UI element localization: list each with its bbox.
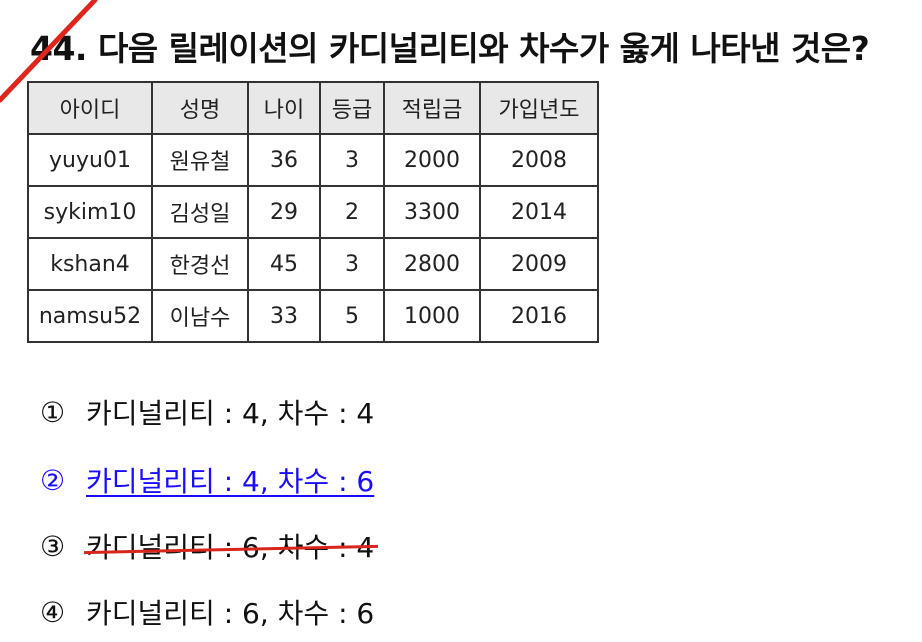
- cell-id: yuyu01: [27, 133, 153, 187]
- header-id: 아이디: [27, 81, 153, 135]
- cell-name: 김성일: [151, 185, 249, 239]
- cell-points: 2800: [383, 237, 481, 291]
- header-grade: 등급: [319, 81, 385, 135]
- cell-join-year: 2008: [479, 133, 599, 187]
- cell-join-year: 2009: [479, 237, 599, 291]
- option-text: 카디널리티 : 4, 차수 : 4: [86, 397, 375, 430]
- question-title: 44. 다음 릴레이션의 카디널리티와 차수가 옳게 나타낸 것은?: [30, 29, 870, 68]
- answer-option-1[interactable]: ① 카디널리티 : 4, 차수 : 4: [40, 392, 374, 432]
- cell-age: 36: [247, 133, 321, 187]
- cell-name: 원유철: [151, 133, 249, 187]
- cell-grade: 3: [319, 133, 385, 187]
- cell-name: 한경선: [151, 237, 249, 291]
- option-text: 카디널리티 : 4, 차수 : 6: [86, 465, 375, 498]
- header-join-year: 가입년도: [479, 81, 599, 135]
- header-points: 적립금: [383, 81, 481, 135]
- table-row: kshan4 한경선 45 3 2800 2009: [27, 237, 599, 291]
- option-text: 카디널리티 : 6, 차수 : 4: [86, 526, 374, 566]
- table-row: sykim10 김성일 29 2 3300 2014: [27, 185, 599, 239]
- header-name: 성명: [151, 81, 249, 135]
- cell-points: 3300: [383, 185, 481, 239]
- cell-age: 33: [247, 289, 321, 343]
- option-number: ③: [40, 529, 66, 563]
- option-number: ②: [40, 463, 66, 497]
- option-number: ①: [40, 395, 66, 429]
- cell-grade: 2: [319, 185, 385, 239]
- cell-points: 2000: [383, 133, 481, 187]
- option-number: ④: [40, 595, 66, 629]
- cell-join-year: 2016: [479, 289, 599, 343]
- option-text: 카디널리티 : 6, 차수 : 6: [86, 597, 375, 630]
- table-header-row: 아이디 성명 나이 등급 적립금 가입년도: [27, 81, 599, 135]
- cell-points: 1000: [383, 289, 481, 343]
- table-row: yuyu01 원유철 36 3 2000 2008: [27, 133, 599, 187]
- cell-age: 29: [247, 185, 321, 239]
- cell-name: 이남수: [151, 289, 249, 343]
- relation-table: 아이디 성명 나이 등급 적립금 가입년도 yuyu01 원유철 36 3 20…: [27, 81, 599, 343]
- cell-grade: 3: [319, 237, 385, 291]
- cell-id: namsu52: [27, 289, 153, 343]
- answer-option-4[interactable]: ④ 카디널리티 : 6, 차수 : 6: [40, 592, 374, 632]
- cell-id: sykim10: [27, 185, 153, 239]
- cell-age: 45: [247, 237, 321, 291]
- answer-option-2-correct[interactable]: ② 카디널리티 : 4, 차수 : 6: [40, 460, 374, 500]
- header-age: 나이: [247, 81, 321, 135]
- answer-option-3-struck[interactable]: ③ 카디널리티 : 6, 차수 : 4: [40, 526, 374, 566]
- table-row: namsu52 이남수 33 5 1000 2016: [27, 289, 599, 343]
- cell-id: kshan4: [27, 237, 153, 291]
- cell-join-year: 2014: [479, 185, 599, 239]
- cell-grade: 5: [319, 289, 385, 343]
